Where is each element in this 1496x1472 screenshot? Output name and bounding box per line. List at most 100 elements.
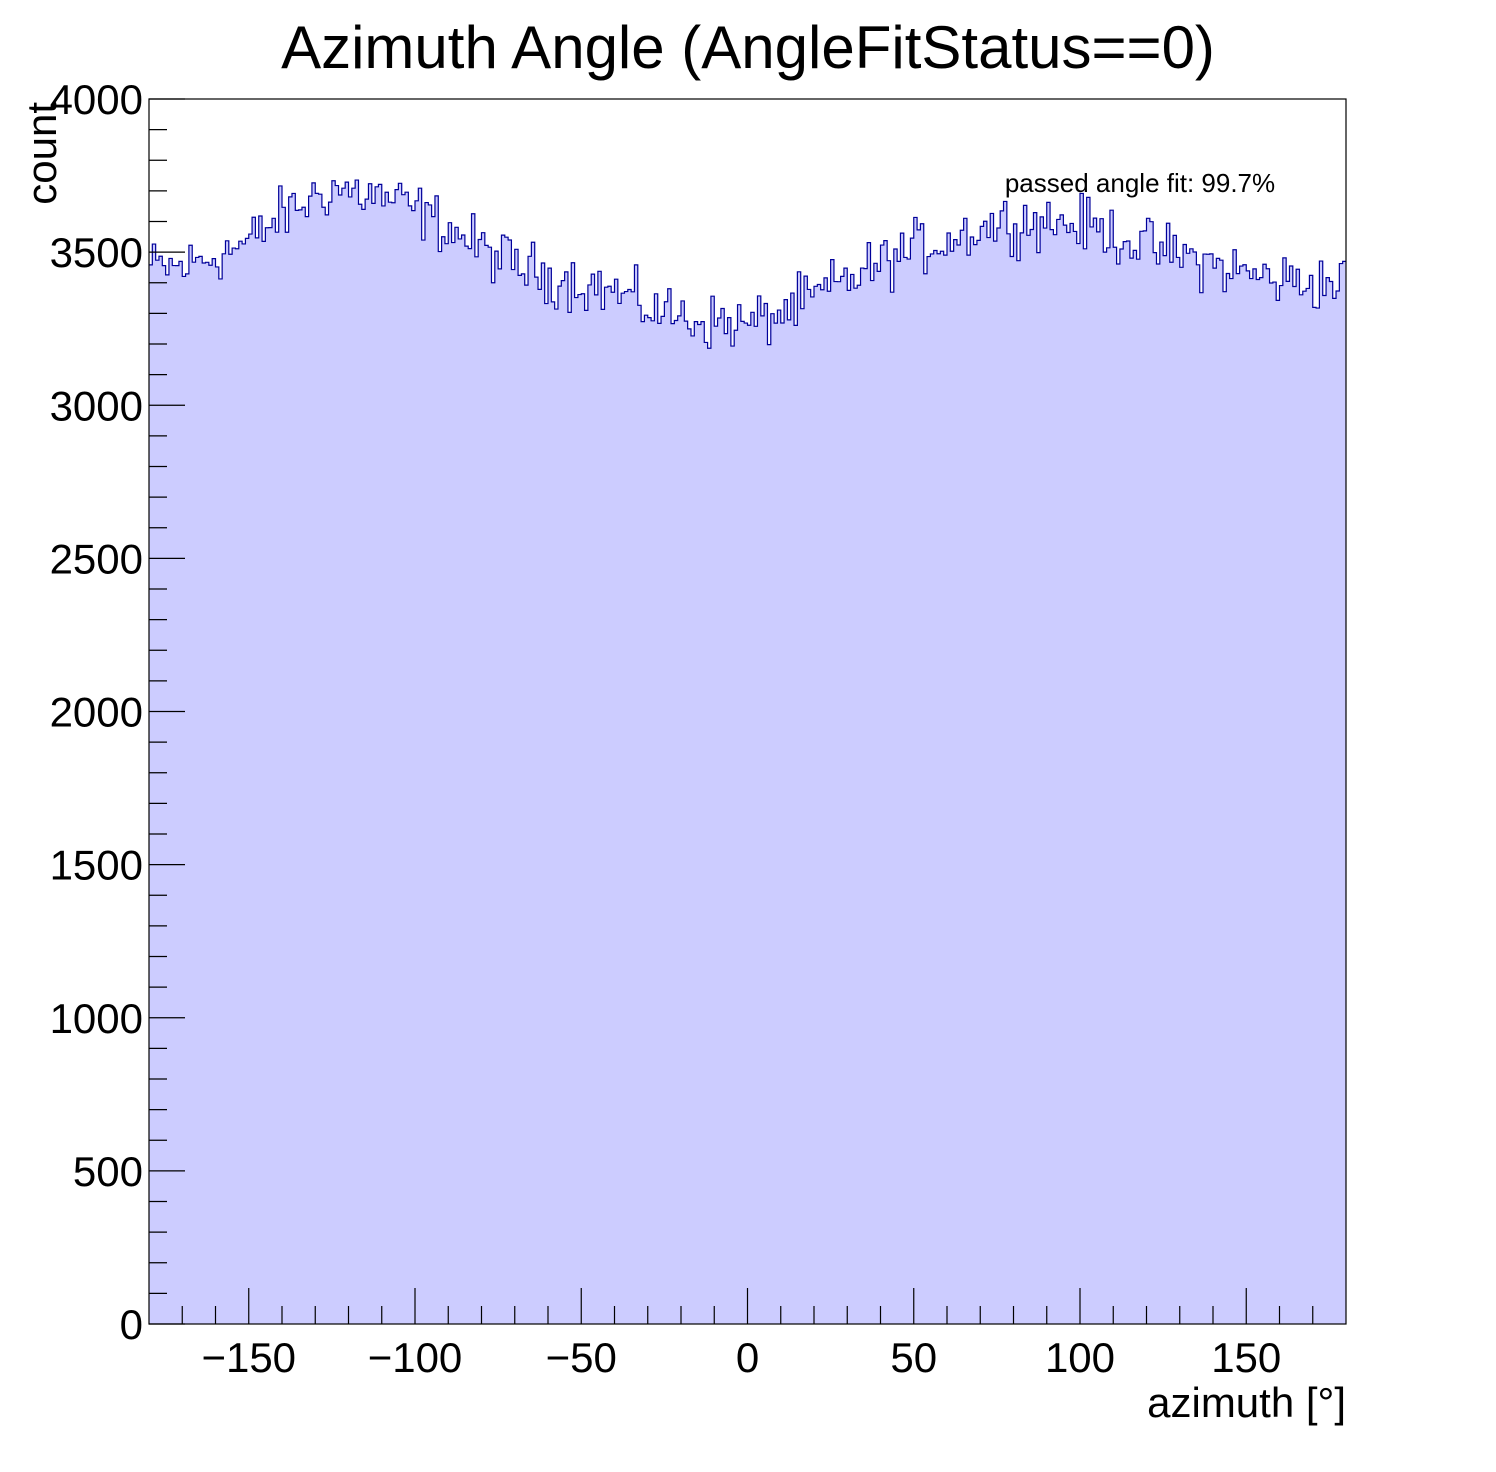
histogram-bar [1030,229,1034,1324]
histogram-bar [202,262,206,1324]
histogram-bar [1026,235,1031,1324]
histogram-bar [434,195,439,1324]
histogram-bar [657,323,662,1324]
histogram-bar [345,182,349,1324]
histogram-bar [368,183,373,1324]
histogram-bar [604,287,609,1325]
histogram-bar [418,188,423,1325]
histogram-bar [976,240,981,1324]
histogram-bar [1146,218,1151,1324]
histogram-bar [514,249,519,1324]
histogram-bar [697,324,702,1324]
histogram-bar [917,229,921,1324]
histogram-bar [1272,282,1277,1324]
histogram-bar [1139,231,1144,1325]
histogram-bar [557,286,562,1324]
histogram-bar [584,310,589,1325]
histogram-bar [1040,216,1044,1324]
histogram-bar [198,256,203,1325]
histogram-bar [597,271,602,1324]
histogram-bar [567,312,572,1325]
histogram-bar [421,240,426,1324]
histogram-bar [1083,248,1088,1324]
histogram-bar [730,346,735,1324]
histogram-bar [724,333,728,1324]
histogram-bar [1010,256,1014,1324]
histogram-bar [212,258,216,1324]
histogram-bar [794,325,798,1324]
histogram-bar [637,305,642,1324]
histogram-bar [767,344,772,1324]
histogram-bar [1286,281,1290,1324]
histogram-bar [1159,242,1164,1324]
y-tick-label: 2000 [50,689,143,736]
histogram-bar [827,291,832,1325]
histogram-bar [242,243,246,1325]
histogram-bar [498,268,502,1324]
y-tick-label: 3500 [50,229,143,276]
histogram-bar [624,291,629,1324]
histogram-bar [684,321,689,1324]
histogram-bar [714,326,718,1324]
histogram-bar [674,320,679,1324]
histogram-bar [551,301,556,1324]
x-tick-label: −150 [201,1334,296,1381]
y-tick-label: 2500 [50,535,143,582]
x-tick-label: −50 [546,1334,617,1381]
histogram-bar [1013,223,1018,1325]
histogram-bar [458,238,462,1325]
histogram-bar [1053,234,1058,1325]
x-tick-label: −100 [368,1334,463,1381]
histogram-bar [1329,281,1334,1324]
histogram-bar [930,253,935,1325]
histogram-bar [800,308,805,1324]
histogram-bar [1246,270,1250,1325]
histogram-bar [720,308,725,1324]
histogram-bar [441,236,446,1324]
histogram-bar [1076,243,1081,1325]
histogram-bar [734,330,738,1324]
histogram-bar [375,186,379,1324]
histogram-bar [325,214,329,1324]
histogram-bar [232,248,236,1324]
histogram-bar [677,315,682,1324]
histogram-bar [853,288,858,1325]
histogram-bar [408,205,413,1324]
histogram-bar [262,241,266,1325]
histogram-bar [152,244,157,1324]
histogram-bar [468,248,472,1324]
histogram-bar [754,326,758,1324]
histogram-bar [577,294,582,1324]
histogram-bar [1116,263,1121,1325]
histogram-bar [1203,254,1207,1324]
histogram-bar [448,222,452,1325]
histogram-bar [887,260,891,1325]
histogram-bar [1236,273,1240,1324]
histogram-bar [1163,255,1167,1324]
histogram-bar [1046,202,1051,1325]
histogram-bar [654,293,659,1324]
histogram-bar [966,255,971,1325]
histogram-bar [225,240,230,1324]
histogram-bar [1020,232,1024,1325]
histogram-bar [990,213,994,1325]
histogram-bar [1169,262,1174,1325]
histogram-bar [581,293,585,1324]
histogram-bar [1153,252,1157,1325]
histogram-bar [651,320,655,1324]
histogram-bar [188,245,193,1324]
histogram-bar [165,274,170,1324]
histogram-bar [518,275,522,1324]
histogram-bar [1166,223,1171,1324]
histogram-bar [501,235,506,1324]
histogram-bar [1043,228,1048,1324]
histogram-bar [1123,241,1127,1324]
y-tick-label: 1500 [50,842,143,889]
histogram-bar [424,202,429,1324]
histogram-bar [594,294,599,1324]
histogram-bar [574,297,579,1324]
histogram-bar [860,268,865,1324]
histogram-bar [1222,291,1227,1325]
histogram-bar [491,282,496,1324]
